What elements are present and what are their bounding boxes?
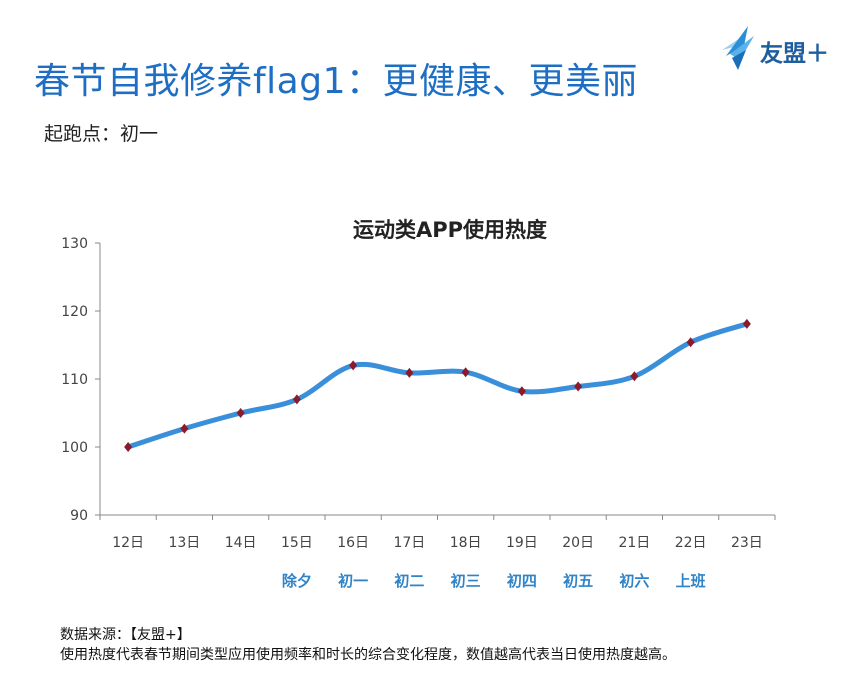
y-tick-label: 110	[61, 372, 88, 388]
x-tick-label: 21日	[618, 535, 650, 551]
data-point	[405, 367, 414, 378]
data-point	[236, 408, 245, 418]
festival-label: 初一	[338, 572, 368, 590]
data-point	[686, 337, 695, 348]
festival-label: 初五	[563, 572, 593, 590]
festival-label: 初六	[619, 572, 649, 590]
footer: 数据来源：【友盟+】 使用热度代表春节期间类型应用使用频率和时长的综合变化程度，…	[60, 625, 676, 665]
y-tick-label: 90	[70, 508, 88, 524]
x-tick-label: 23日	[731, 535, 763, 551]
page-title: 春节自我修养flag1：更健康、更美丽	[34, 61, 638, 102]
x-tick-label: 12日	[112, 535, 144, 551]
x-tick-label: 15日	[281, 535, 313, 551]
x-tick-label: 19日	[506, 535, 538, 551]
festival-label: 初四	[507, 572, 537, 590]
page-subtitle: 起跑点：初一	[44, 123, 159, 145]
data-point	[292, 394, 301, 405]
x-tick-label: 17日	[393, 535, 425, 551]
brand-name: 友盟＋	[760, 41, 829, 67]
data-point	[124, 442, 133, 452]
x-tick-label: 16日	[337, 535, 369, 551]
data-source: 数据来源：【友盟+】	[60, 627, 191, 643]
data-point	[630, 371, 639, 382]
data-point	[517, 386, 526, 397]
y-tick-label: 130	[61, 236, 88, 252]
festival-label: 初三	[451, 572, 481, 590]
x-tick-label: 14日	[225, 535, 257, 551]
data-point	[349, 360, 358, 371]
data-point	[180, 423, 189, 434]
x-tick-label: 18日	[450, 535, 482, 551]
festival-label: 初二	[394, 572, 424, 590]
festival-label: 除夕	[282, 572, 312, 590]
x-tick-label: 22日	[675, 535, 707, 551]
data-point	[742, 318, 751, 329]
data-point	[461, 367, 470, 378]
festival-label: 上班	[676, 572, 706, 590]
brand-logo: 友盟＋	[718, 24, 858, 74]
data-point	[574, 381, 583, 392]
x-tick-label: 20日	[562, 535, 594, 551]
chart-title: 运动类APP使用热度	[352, 218, 548, 242]
y-tick-label: 120	[61, 304, 88, 320]
series-line	[125, 321, 750, 450]
footnote: 使用热度代表春节期间类型应用使用频率和时长的综合变化程度，数值越高代表当日使用热…	[60, 647, 676, 663]
bird-icon	[722, 26, 754, 70]
y-tick-label: 100	[61, 440, 88, 456]
x-tick-label: 13日	[168, 535, 200, 551]
